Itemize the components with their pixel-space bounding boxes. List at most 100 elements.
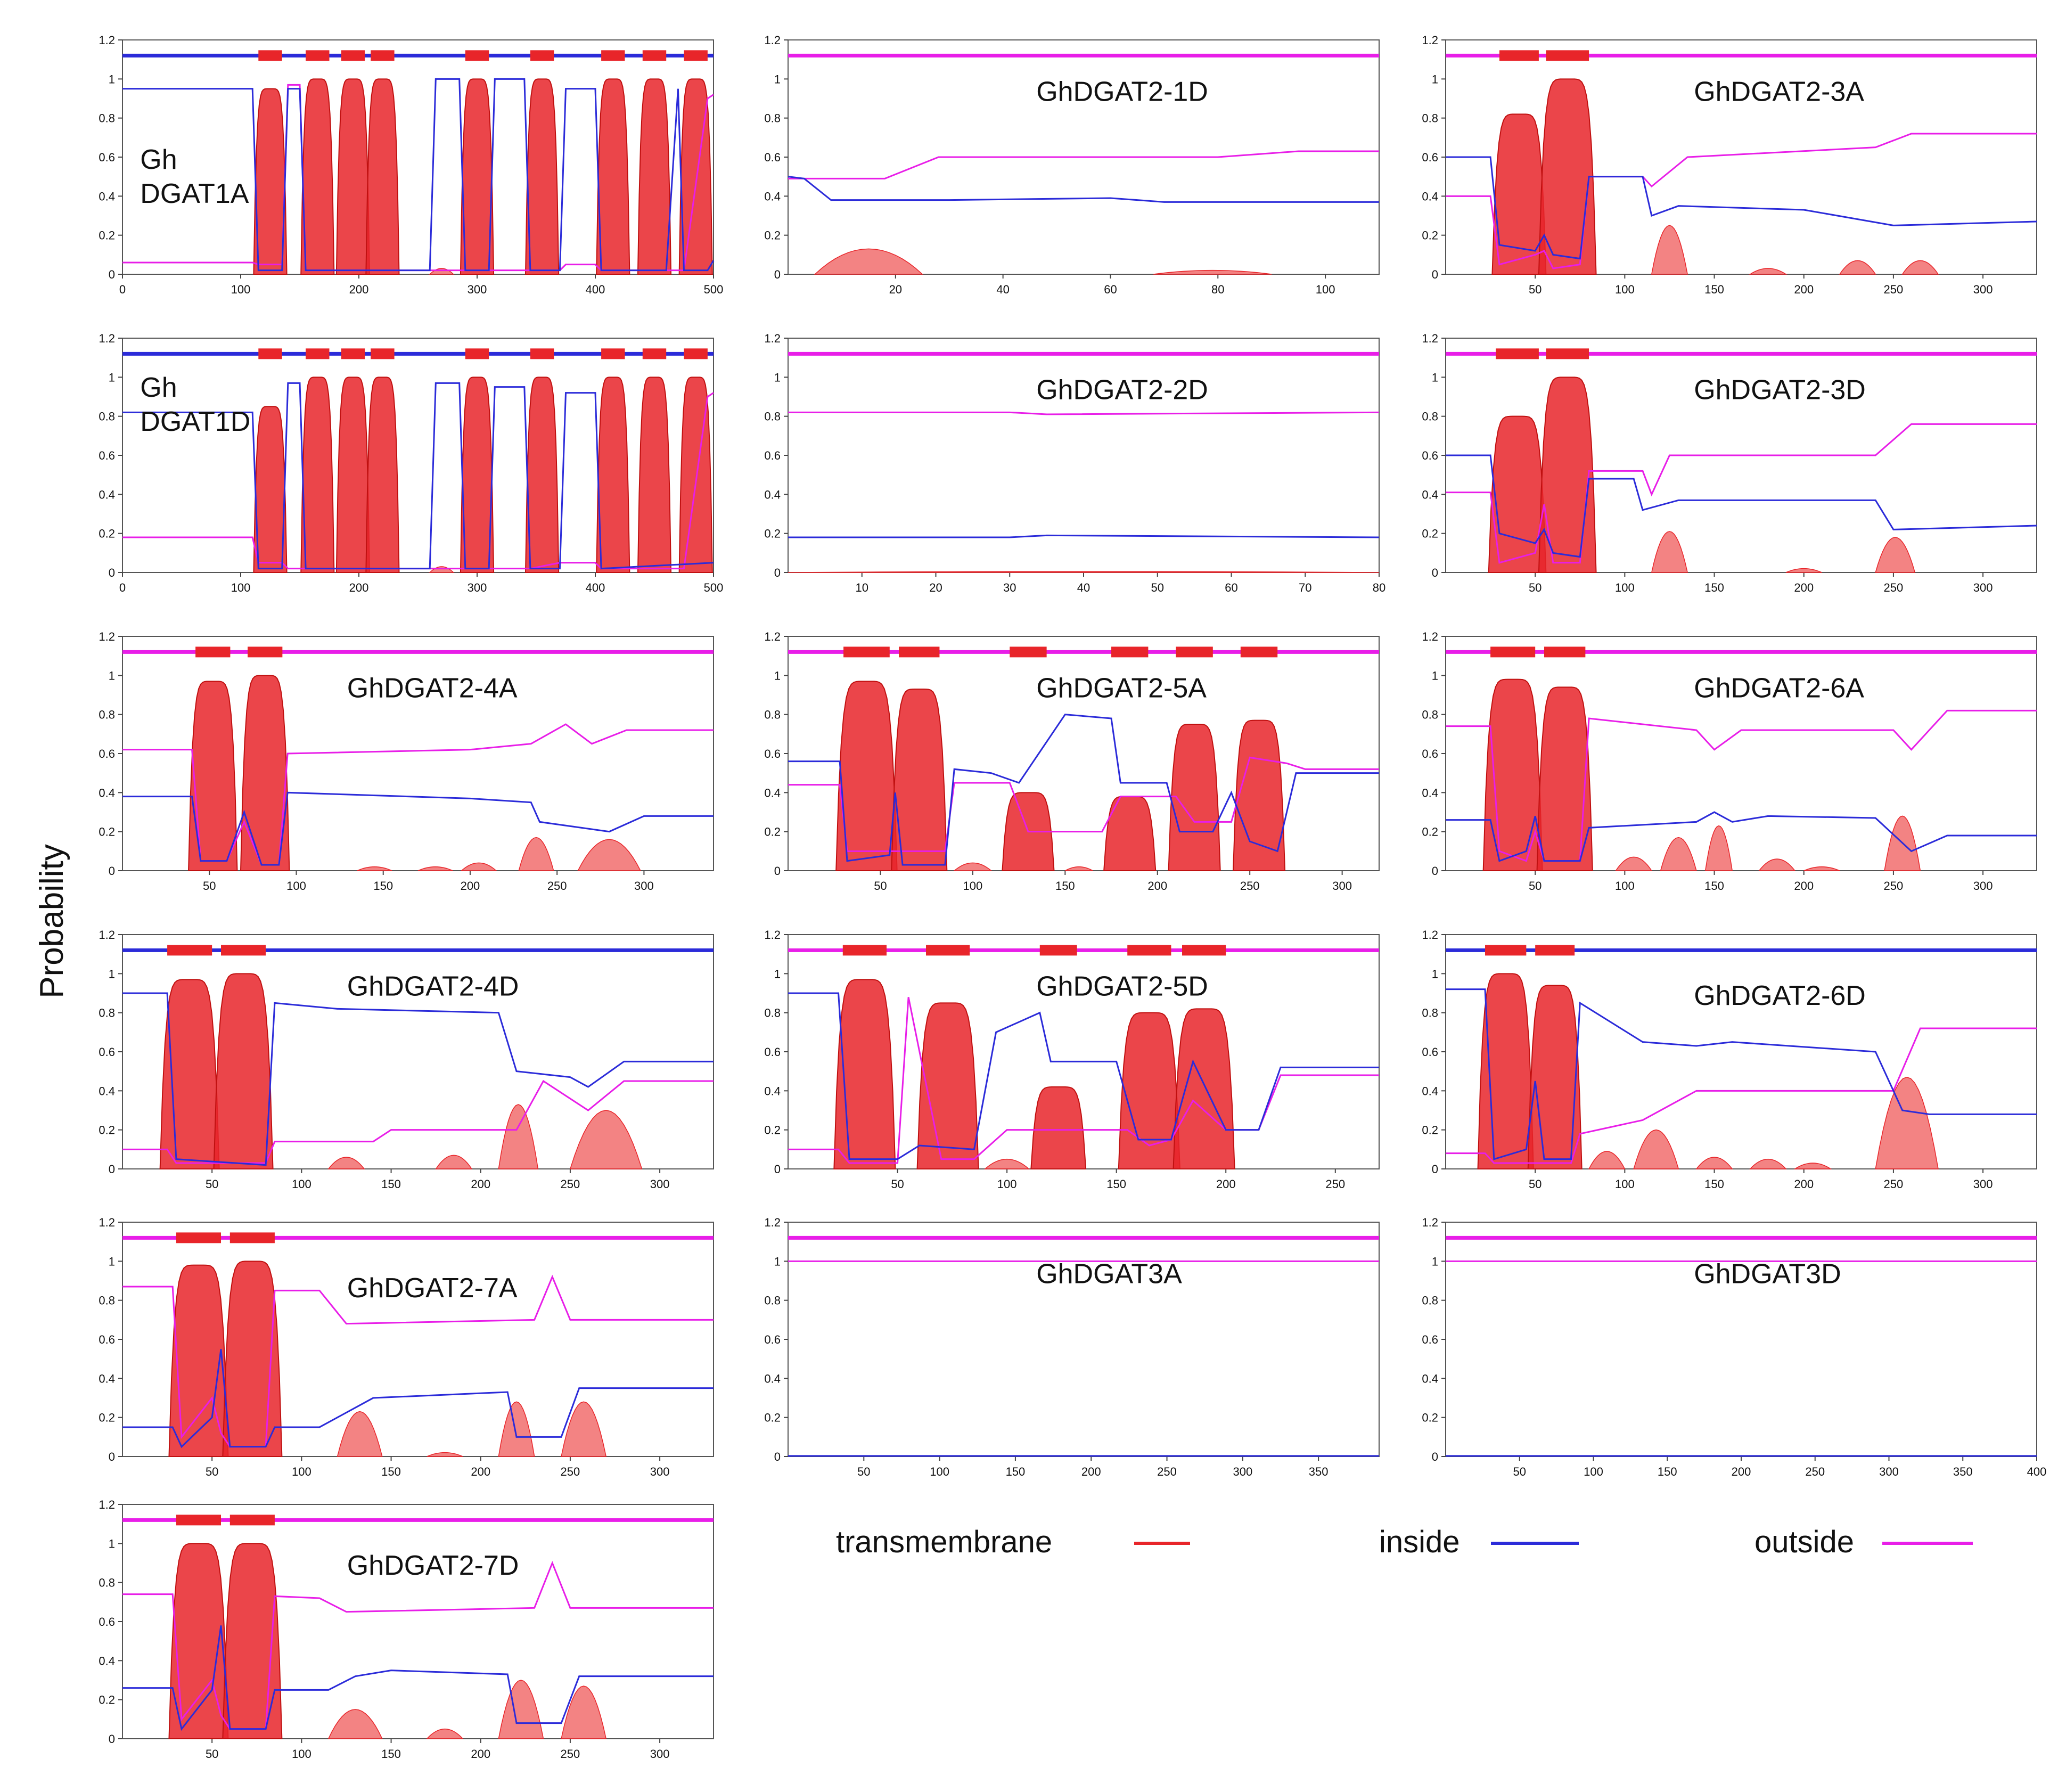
tm-segment-box	[1010, 647, 1047, 658]
y-tick-label: 0.4	[1422, 1084, 1438, 1098]
x-tick-label: 250	[1325, 1177, 1345, 1191]
tm-probability-hump	[1785, 568, 1822, 573]
y-tick-label: 0.8	[1422, 708, 1438, 722]
x-tick-label: 100	[1615, 1177, 1635, 1191]
tm-probability-bar	[300, 377, 335, 573]
y-tick-label: 0.8	[764, 112, 781, 125]
outside-probability-line	[122, 1560, 714, 1730]
x-tick-label: 50	[203, 879, 216, 893]
x-tick-label: 400	[586, 283, 605, 296]
tm-probability-hump	[1633, 1129, 1679, 1169]
x-tick-label: 100	[231, 283, 251, 296]
tm-probability-hump	[429, 268, 455, 275]
tm-probability-hump	[1749, 1158, 1787, 1169]
y-tick-label: 1	[109, 371, 115, 384]
y-tick-label: 0.4	[99, 786, 115, 799]
x-tick-label: 200	[1147, 879, 1167, 893]
y-tick-label: 1	[774, 371, 781, 384]
x-tick-label: 300	[1233, 1465, 1252, 1478]
tm-probability-bar	[525, 78, 560, 275]
y-tick-label: 0.2	[764, 527, 781, 541]
plot-frame	[1445, 1222, 2037, 1457]
inside-probability-line	[122, 78, 715, 272]
y-tick-label: 1.2	[1422, 928, 1438, 942]
y-tick-label: 0.2	[1422, 1411, 1438, 1425]
tm-segment-box	[258, 50, 282, 61]
x-tick-label: 500	[704, 283, 724, 296]
y-tick-label: 0.4	[1422, 488, 1438, 501]
tm-probability-bar	[222, 1543, 283, 1739]
y-tick-label: 0.8	[764, 708, 781, 722]
y-tick-label: 1.2	[99, 630, 115, 643]
tm-probability-bar	[1030, 1086, 1087, 1169]
tm-probability-bar	[678, 78, 713, 275]
y-tick-label: 1.2	[1422, 332, 1438, 345]
tm-probability-hump	[1875, 1076, 1939, 1169]
inside-probability-line	[122, 992, 714, 1166]
y-tick-label: 0.6	[1422, 449, 1438, 462]
panel-title: DGAT1A	[140, 178, 249, 209]
tm-probability-hump	[417, 866, 453, 871]
x-tick-label: 60	[1104, 283, 1117, 296]
tm-segment-box	[195, 647, 231, 658]
tm-probability-hump	[1660, 837, 1697, 871]
x-tick-label: 50	[1529, 283, 1542, 296]
y-tick-label: 0.4	[764, 190, 781, 203]
y-tick-label: 0.8	[1422, 1007, 1438, 1020]
y-tick-label: 0.8	[99, 410, 115, 423]
y-tick-label: 1.2	[764, 34, 781, 47]
tm-probability-hump	[788, 571, 1380, 573]
panel-11: 0 0.2 0.4 0.6 0.8 1 1.2 50 100 150 200 250 GhDGAT2-5…	[764, 928, 1380, 1191]
x-tick-label: 50	[1151, 581, 1164, 594]
tm-probability-bar	[168, 1543, 229, 1739]
y-tick-label: 0.4	[1422, 786, 1438, 799]
x-tick-label: 100	[1615, 581, 1635, 594]
tm-segment-box	[642, 50, 667, 61]
y-tick-label: 0	[774, 1163, 781, 1176]
tm-probability-bar	[335, 377, 370, 573]
tm-probability-bar	[1232, 719, 1286, 871]
y-tick-label: 0	[774, 566, 781, 579]
inside-probability-line	[122, 791, 714, 866]
legend-label-outside: outside	[1754, 1525, 1854, 1559]
tm-segment-box	[530, 50, 554, 61]
y-tick-label: 1.2	[1422, 1216, 1438, 1229]
x-tick-label: 250	[1884, 1177, 1904, 1191]
y-tick-label: 0.6	[1422, 151, 1438, 164]
inside-probability-line	[122, 382, 714, 570]
tm-probability-hump	[327, 1709, 383, 1739]
tm-probability-hump	[814, 248, 924, 275]
tm-segment-box	[176, 1515, 221, 1526]
tm-probability-bar	[240, 675, 290, 871]
tm-probability-bar	[1173, 1008, 1235, 1169]
panel-title: GhDGAT3A	[1036, 1258, 1182, 1289]
x-tick-label: 250	[1240, 879, 1260, 893]
y-tick-label: 0	[109, 268, 115, 281]
tm-segment-box	[371, 50, 395, 61]
y-tick-label: 1	[109, 967, 115, 980]
y-tick-label: 0	[774, 1450, 781, 1463]
tm-probability-bar	[159, 979, 220, 1169]
y-tick-label: 1.2	[99, 1216, 115, 1229]
x-tick-label: 200	[1732, 1465, 1751, 1478]
tm-probability-bar	[222, 1261, 283, 1457]
y-tick-label: 1	[109, 669, 115, 682]
y-tick-label: 0	[109, 1450, 115, 1463]
x-tick-label: 150	[381, 1177, 401, 1191]
x-tick-label: 100	[1615, 879, 1635, 893]
panel-8: 0 0.2 0.4 0.6 0.8 1 1.2 50 100 150 200 250 300 GhDGAT…	[764, 630, 1380, 893]
tm-probability-hump	[1615, 856, 1653, 871]
y-tick-label: 1	[774, 1255, 781, 1268]
tm-segment-box	[229, 1232, 275, 1243]
tm-segment-box	[306, 348, 330, 359]
y-tick-label: 0.4	[99, 1084, 115, 1098]
tm-probability-hump	[435, 1155, 473, 1169]
tm-probability-hump	[498, 1401, 535, 1457]
tm-segment-box	[926, 945, 970, 956]
panel-title: GhDGAT2-7A	[347, 1273, 518, 1304]
tm-probability-hump	[1793, 1163, 1832, 1169]
y-tick-label: 0	[1432, 566, 1438, 579]
outside-probability-line	[122, 1079, 714, 1164]
tm-probability-bar	[213, 973, 274, 1169]
tm-probability-hump	[1651, 531, 1688, 573]
